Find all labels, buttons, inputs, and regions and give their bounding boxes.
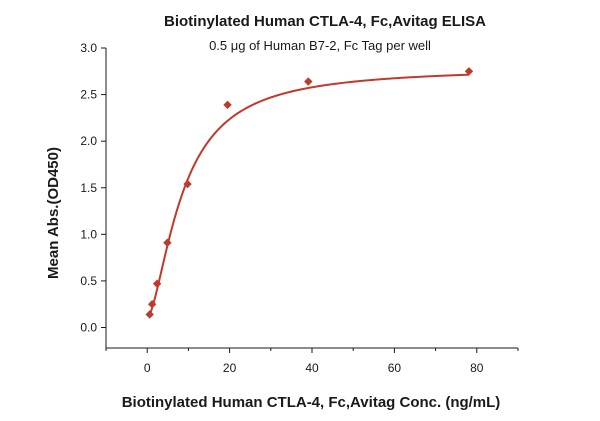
x-tick-label: 20: [223, 361, 237, 375]
y-axis-label: Mean Abs.(OD450): [45, 147, 62, 279]
y-tick-label: 1.5: [80, 181, 97, 195]
data-point: [223, 100, 232, 110]
y-tick-label: 2.5: [80, 88, 97, 102]
y-tick-label: 1.0: [80, 227, 97, 241]
data-point: [152, 279, 162, 288]
x-tick-label: 0: [144, 361, 151, 375]
x-tick-label: 60: [388, 361, 402, 375]
data-points: [145, 67, 474, 319]
fit-curve: [148, 73, 470, 316]
data-point: [147, 300, 157, 309]
data-point: [163, 238, 172, 247]
y-tick-label: 2.0: [80, 134, 97, 148]
x-tick-label: 80: [470, 361, 484, 375]
chart-title: Biotinylated Human CTLA-4, Fc,Avitag ELI…: [164, 13, 486, 30]
chart-subtitle: 0.5 μg of Human B7-2, Fc Tag per well: [209, 38, 431, 53]
y-tick-label: 3.0: [80, 41, 97, 55]
data-point: [304, 77, 313, 86]
data-point: [464, 67, 474, 76]
x-axis-label: Biotinylated Human CTLA-4, Fc,Avitag Con…: [122, 394, 501, 411]
data-point: [183, 179, 192, 189]
y-axis-ticks: 0.0 0.5 1.0 1.5 2.0 2.5 3.0: [80, 41, 106, 335]
y-tick-label: 0.5: [80, 274, 97, 288]
y-tick-label: 0.0: [80, 321, 97, 335]
x-axis-ticks: 0 20 40 60 80: [105, 348, 519, 375]
x-tick-label: 40: [305, 361, 319, 375]
data-point: [145, 310, 154, 319]
